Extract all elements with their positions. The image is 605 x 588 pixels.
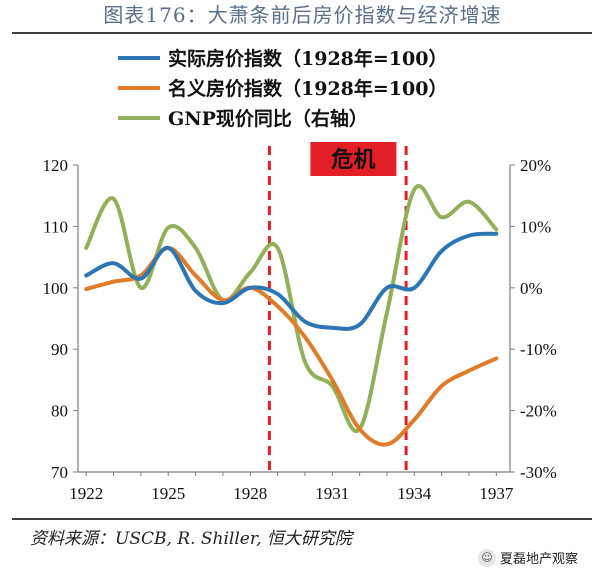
y-left-tick-label: 120 <box>43 156 69 175</box>
x-tick-label: 1925 <box>151 484 185 503</box>
y-left-tick-label: 70 <box>51 463 68 482</box>
y-right-tick-label: 0% <box>520 279 543 298</box>
source-note: 资料来源：USCB, R. Shiller, 恒大研究院 <box>30 529 352 549</box>
line-chart: 实际房价指数（1928年=100） 名义房价指数（1928年=100） GNP现价同… <box>43 47 557 503</box>
y-left-tick-label: 80 <box>51 402 68 421</box>
crisis-label: 危机 <box>331 147 375 173</box>
y-left-tick-label: 90 <box>51 340 68 359</box>
x-tick-label: 1931 <box>315 484 349 503</box>
y-right-tick-label: 10% <box>520 217 551 236</box>
x-tick-label: 1937 <box>479 484 514 503</box>
y-left-tick-label: 110 <box>43 217 68 236</box>
legend: 实际房价指数（1928年=100） 名义房价指数（1928年=100） GNP现价同… <box>118 47 447 130</box>
x-tick-label: 1922 <box>69 484 103 503</box>
axes: 70 80 90 100 110 120 -30% -20% -10% 0% 10% 20% 1922 1… <box>43 156 557 503</box>
chart-title: 图表176：大萧条前后房价指数与经济增速 <box>103 3 502 27</box>
legend-label: GNP现价同比（右轴） <box>168 107 368 130</box>
y-right-tick-label: -10% <box>520 340 557 359</box>
source-divider <box>12 518 592 520</box>
title-divider <box>12 32 592 34</box>
x-tick-label: 1928 <box>233 484 267 503</box>
y-right-tick-label: -20% <box>520 402 557 421</box>
y-left-tick-label: 100 <box>43 279 69 298</box>
crisis-band: 危机 <box>267 142 408 472</box>
legend-label: 名义房价指数（1928年=100） <box>168 77 447 100</box>
watermark-label: 夏磊地产观察 <box>500 552 579 567</box>
x-tick-label: 1934 <box>397 484 432 503</box>
wechat-icon: ☺ <box>478 548 496 567</box>
legend-label: 实际房价指数（1928年=100） <box>168 47 447 70</box>
series-line-real-house-price <box>84 231 499 331</box>
y-right-tick-label: 20% <box>520 156 551 175</box>
y-right-tick-label: -30% <box>520 463 557 482</box>
watermark: ☺ 夏磊地产观察 <box>478 548 578 567</box>
crisis-label-box <box>310 142 397 176</box>
series-lines <box>84 184 499 447</box>
